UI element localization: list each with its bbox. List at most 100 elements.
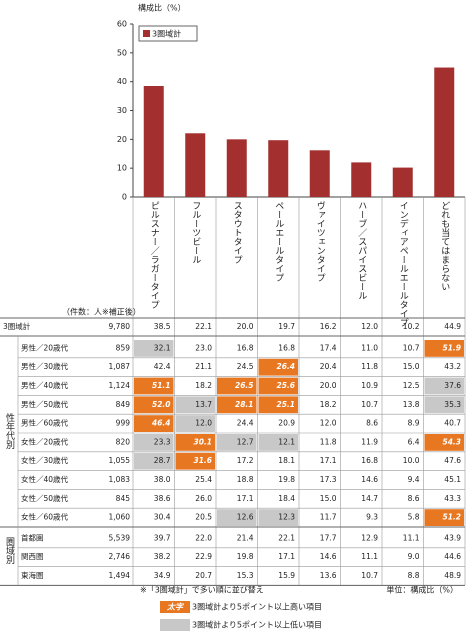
cell-value: 32.1 (154, 343, 171, 352)
cell-value: 28.1 (235, 400, 254, 409)
cell-value: 16.2 (320, 322, 337, 331)
row-label: 男性／60歳代 (21, 418, 69, 428)
cell-value: 20.5 (195, 513, 212, 522)
cell-value: 22.0 (195, 533, 212, 542)
cell-value: 34.9 (154, 571, 171, 580)
cell-value: 30.1 (193, 437, 212, 446)
cell-value: 44.9 (444, 322, 461, 331)
cell-value: 26.4 (276, 362, 295, 371)
cell-value: 15.0 (320, 494, 337, 503)
bar (351, 162, 372, 197)
count: 1,494 (109, 571, 131, 580)
cell-value: 20.7 (195, 571, 212, 580)
cell-value: 46.4 (152, 419, 171, 428)
cell-value: 52.0 (152, 400, 171, 409)
cell-value: 20.0 (320, 381, 337, 390)
cell-value: 25.1 (276, 400, 295, 409)
cell-value: 8.6 (366, 419, 378, 428)
cell-value: 47.6 (444, 456, 461, 465)
cell-value: 13.8 (403, 400, 420, 409)
cell-value: 23.3 (154, 437, 171, 446)
cell-value: 51.2 (442, 513, 461, 522)
high-cell (258, 377, 298, 395)
cell-value: 18.2 (195, 381, 212, 390)
cell-value: 17.3 (320, 475, 337, 484)
cell-value: 15.3 (237, 571, 254, 580)
footer-note: ※「3圏域計」で多い順に並び替え (140, 585, 264, 595)
cell-value: 22.1 (278, 533, 295, 542)
cell-value: 8.6 (408, 494, 420, 503)
row-label: 東海圏 (21, 570, 44, 580)
high-cell (134, 415, 174, 432)
cell-value: 38.0 (154, 475, 171, 484)
row-label: 女性／20歳代 (21, 436, 69, 446)
cell-value: 24.5 (237, 362, 254, 371)
count: 1,083 (109, 475, 131, 484)
cell-value: 9.4 (408, 475, 420, 484)
cell-value: 14.7 (361, 494, 378, 503)
low-cell (175, 396, 215, 414)
cell-value: 11.8 (361, 362, 378, 371)
cell-value: 19.8 (237, 552, 254, 561)
cell-value: 28.7 (154, 456, 171, 465)
low-cell (134, 434, 174, 451)
high-cell (217, 377, 257, 395)
row-label: 首都圏 (21, 532, 44, 542)
count: 859 (116, 343, 131, 352)
count: 1,055 (109, 456, 131, 465)
cell-value: 40.7 (444, 419, 461, 428)
cell-value: 18.8 (237, 475, 254, 484)
cell-value: 23.0 (195, 343, 212, 352)
row-label: 女性／40歳代 (21, 474, 69, 484)
cell-value: 12.6 (237, 513, 254, 522)
bar (268, 140, 289, 197)
cell-value: 10.9 (361, 381, 378, 390)
low-cell (217, 434, 257, 451)
cell-value: 16.8 (361, 456, 378, 465)
cell-value: 11.8 (320, 437, 337, 446)
cell-value: 6.4 (408, 437, 420, 446)
high-key-text: 3圏域計より5ポイント以上高い項目 (192, 602, 322, 612)
cell-value: 11.1 (361, 552, 378, 561)
cell-value: 26.0 (195, 494, 212, 503)
cell-value: 12.5 (403, 381, 420, 390)
cell-value: 51.9 (442, 343, 461, 352)
row-label: 男性／50歳代 (21, 399, 69, 409)
bar (434, 67, 455, 197)
cell-value: 21.4 (237, 533, 254, 542)
row-label: 女性／60歳代 (21, 512, 69, 522)
cell-value: 8.9 (408, 419, 420, 428)
cell-value: 11.1 (403, 533, 420, 542)
row-label: 女性／30歳代 (21, 455, 69, 465)
cell-value: 38.2 (154, 552, 171, 561)
count: 2,746 (109, 552, 131, 561)
high-cell (424, 509, 464, 526)
row-label: 男性／30歳代 (21, 361, 69, 371)
cell-value: 14.6 (320, 552, 337, 561)
cell-value: 38.6 (154, 494, 171, 503)
count-note: （件数：人※補正後） (62, 307, 141, 317)
cell-value: 17.1 (320, 456, 337, 465)
cell-value: 25.6 (276, 381, 295, 390)
count: 999 (116, 419, 131, 428)
cell-value: 22.1 (195, 322, 212, 331)
cell-value: 12.0 (195, 419, 212, 428)
cell-value: 26.5 (235, 381, 254, 390)
cell-value: 38.5 (154, 322, 171, 331)
cell-value: 18.1 (278, 456, 295, 465)
count: 849 (116, 400, 131, 409)
category-label: ヴァイツェンタイプ (315, 201, 326, 282)
cell-value: 42.4 (154, 362, 171, 371)
row-label: 男性／40歳代 (21, 380, 69, 390)
high-cell (134, 396, 174, 414)
category-label: フルーツビール (190, 201, 201, 264)
cell-value: 43.9 (444, 533, 461, 542)
cell-value: 8.8 (408, 571, 420, 580)
count: 5,539 (109, 533, 131, 542)
y-tick-label: 0 (122, 193, 127, 202)
cell-value: 18.2 (320, 400, 337, 409)
y-tick-label: 20 (117, 135, 127, 144)
count: 845 (116, 494, 131, 503)
cell-value: 11.7 (320, 513, 337, 522)
